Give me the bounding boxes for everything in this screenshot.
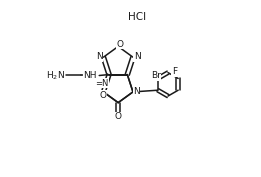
Text: HCl: HCl — [128, 12, 146, 22]
Text: N: N — [134, 52, 140, 61]
Text: N: N — [133, 87, 140, 96]
Text: Br: Br — [151, 71, 161, 80]
Text: F: F — [172, 67, 177, 76]
Text: =N: =N — [95, 79, 108, 88]
Text: O: O — [116, 40, 123, 49]
Text: O: O — [115, 112, 122, 121]
Text: H$_2$N: H$_2$N — [46, 69, 65, 82]
Text: NH: NH — [83, 71, 97, 80]
Text: N: N — [96, 52, 103, 61]
Text: O: O — [99, 91, 106, 100]
